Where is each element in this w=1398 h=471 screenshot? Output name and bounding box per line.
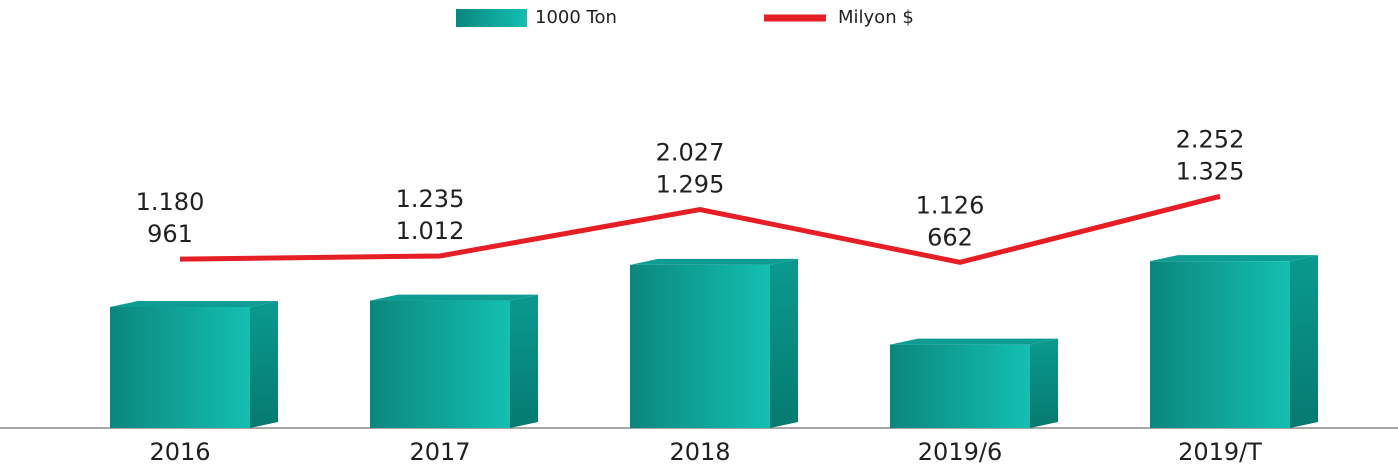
data-label: 1.126: [916, 191, 985, 219]
data-label: 1.235: [396, 185, 465, 213]
legend-label: 1000 Ton: [535, 7, 617, 28]
bar-face: [770, 258, 798, 428]
legend-label: Milyon $: [838, 7, 914, 28]
bar: [110, 300, 278, 428]
bar-face: [110, 300, 278, 307]
x-tick-label: 2019/T: [1178, 438, 1262, 466]
bar-face: [250, 300, 278, 428]
line: [179, 193, 1221, 265]
x-tick-label: 2016: [149, 438, 210, 466]
bar: [1150, 255, 1318, 428]
data-label: 1.180: [136, 188, 205, 216]
bar-face: [110, 306, 250, 428]
bar: [370, 294, 538, 428]
bar-face: [1150, 261, 1290, 428]
data-label: 1.295: [656, 171, 725, 199]
data-label: 961: [147, 220, 193, 248]
bar-face: [1290, 255, 1318, 428]
bar-face: [890, 338, 1058, 345]
bar-face: [370, 294, 538, 301]
bar: [890, 338, 1058, 428]
bar: [630, 258, 798, 428]
data-label: 2.252: [1176, 125, 1245, 153]
data-label: 1.012: [396, 217, 465, 245]
bar-face: [1150, 255, 1318, 262]
data-label: 2.027: [656, 139, 725, 167]
bar-face: [630, 258, 798, 265]
bar-face: [1030, 338, 1058, 428]
bar-face: [630, 264, 770, 428]
x-tick-label: 2019/6: [918, 438, 1002, 466]
x-tick-label: 2018: [669, 438, 730, 466]
data-label: 662: [927, 223, 973, 251]
legend-swatch: [456, 9, 527, 27]
data-label: 1.325: [1176, 157, 1245, 185]
x-tick-label: 2017: [409, 438, 470, 466]
bar-face: [890, 344, 1030, 428]
bar-face: [510, 294, 538, 428]
bar-face: [370, 300, 510, 428]
